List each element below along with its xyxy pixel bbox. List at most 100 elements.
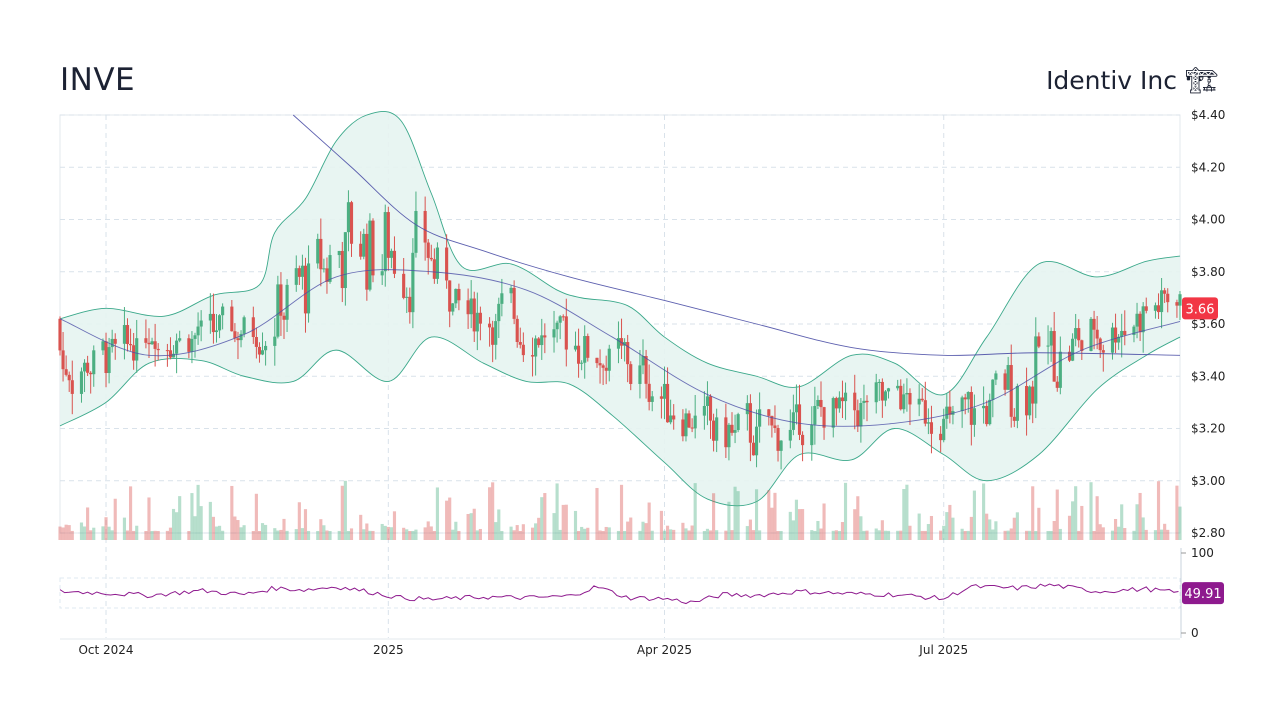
volume-bar (831, 530, 835, 540)
volume-bar (573, 510, 578, 540)
candle-body (969, 392, 973, 425)
volume-bar (724, 530, 728, 540)
volume-bar (813, 530, 817, 540)
volume-bar (1095, 496, 1099, 540)
candle-body (236, 338, 240, 341)
volume-bar (86, 507, 90, 540)
candle-body (1095, 329, 1099, 339)
chart-axes: $4.40 $4.20 $4.00 $3.80 $3.60 $3.40 $3.20 $3.00… (78, 108, 1225, 657)
candle-body (745, 403, 749, 415)
candle-body (1052, 331, 1056, 382)
volume-bar (190, 493, 194, 540)
volume-bar (601, 530, 605, 540)
candle-body (101, 341, 105, 351)
volume-bar (171, 508, 176, 540)
volume-bar (991, 529, 995, 540)
volume-bar (665, 525, 670, 540)
volume-bar (733, 486, 737, 540)
candle-body (751, 442, 756, 456)
candle-body (616, 338, 621, 349)
volume-bar (880, 520, 884, 540)
candle-body (466, 300, 470, 315)
candle-body (908, 392, 912, 405)
candle-body (343, 232, 347, 289)
candle-body (1113, 327, 1118, 343)
volume-bar (705, 528, 710, 540)
volume-bar (168, 527, 173, 540)
candle-body (230, 306, 234, 332)
volume-bar (745, 526, 749, 540)
volume-bar (214, 526, 219, 540)
volume-bar (623, 530, 627, 540)
volume-bar (647, 502, 651, 540)
candle-body (693, 415, 697, 429)
y-tick-label: $3.80 (1191, 265, 1225, 279)
candle-body (86, 362, 90, 373)
candle-body (242, 317, 246, 334)
volume-bar (1009, 528, 1013, 540)
candle-body (896, 385, 900, 389)
candle-body (1138, 313, 1142, 333)
volume-bar (908, 525, 912, 540)
volume-bar (788, 511, 792, 540)
volume-bar (1163, 523, 1167, 540)
volume-bar (1178, 506, 1182, 540)
volume-bar (552, 513, 556, 540)
volume-bar (1077, 530, 1081, 540)
candle-body (843, 392, 848, 402)
volume-bar (515, 525, 519, 540)
volume-bar (1071, 501, 1075, 540)
volume-bar (874, 528, 878, 540)
volume-bar (475, 530, 479, 540)
volume-bar (537, 517, 541, 540)
y-tick-label: $3.40 (1191, 369, 1225, 383)
bollinger-lower-line (59, 336, 1181, 507)
ticker-symbol: INVE (60, 62, 136, 98)
value-badges: 3.66 49.91 (1182, 297, 1224, 605)
volume-bar (518, 530, 522, 540)
candle-body (190, 338, 194, 352)
volume-bar (110, 530, 114, 540)
volume-bar (251, 530, 255, 540)
candle-body (607, 348, 611, 371)
volume-bar (555, 483, 559, 540)
volume-bar (840, 522, 845, 540)
candle-body (488, 323, 492, 328)
candle-body (877, 381, 881, 383)
volume-bar (963, 530, 967, 540)
candle-body (1101, 350, 1105, 353)
candle-body (104, 341, 108, 374)
candle-body (773, 425, 777, 429)
candle-body (595, 357, 599, 364)
volume-bar (328, 531, 332, 540)
candle-body (779, 440, 783, 451)
candle-body (432, 259, 436, 279)
candle-body (681, 419, 685, 437)
volume-bar (349, 528, 354, 540)
volume-bar (920, 530, 924, 540)
candle-body (626, 342, 630, 365)
volume-bar (362, 529, 366, 540)
volume-bar (690, 525, 694, 540)
volume-bar (994, 521, 998, 540)
candle-body (960, 397, 964, 412)
last-price-label: 3.66 (1186, 302, 1215, 317)
volume-bar (779, 530, 783, 540)
candle-body (813, 405, 817, 425)
volume-bar (89, 530, 93, 540)
volume-bar (512, 530, 516, 540)
candle-body (859, 403, 863, 427)
volume-bar (435, 487, 439, 540)
volume-bar (432, 531, 436, 540)
volume-bar (865, 530, 869, 540)
volume-bar (187, 530, 191, 540)
candle-body (840, 397, 845, 402)
candle-body (1037, 336, 1041, 347)
volume-bar (534, 523, 538, 540)
candle-body (175, 340, 179, 354)
volume-bar (896, 530, 900, 540)
candle-body (727, 424, 731, 448)
volume-bar (230, 485, 234, 540)
candle-body (1163, 290, 1167, 294)
candle-body (644, 356, 648, 384)
